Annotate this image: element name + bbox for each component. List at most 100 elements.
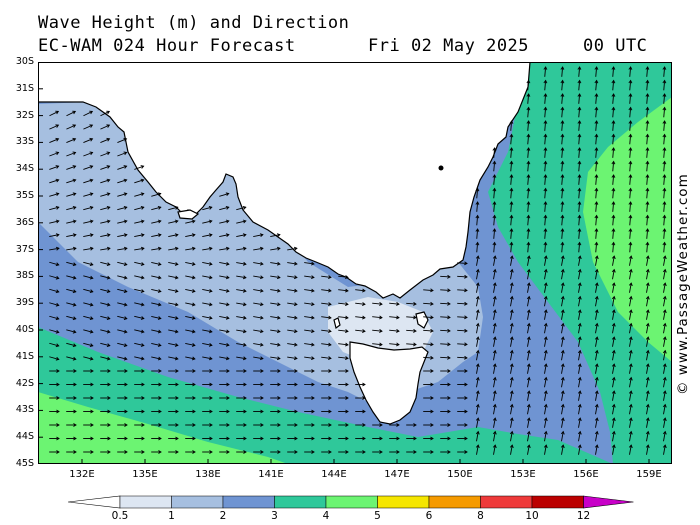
wave-arrowhead [242, 288, 247, 293]
wave-arrowhead [526, 349, 531, 354]
wave-arrowhead [662, 295, 667, 300]
wave-arrow [544, 228, 547, 239]
wave-arrowhead [645, 120, 650, 124]
wave-arrow [493, 337, 496, 347]
longitude-label: 135E [132, 469, 158, 480]
wave-arrowhead [611, 160, 616, 165]
wave-arrow [629, 337, 632, 347]
wave-arrow [476, 364, 479, 374]
wave-arrow [663, 188, 666, 199]
wave-arrow [527, 256, 530, 266]
wave-arrowhead [611, 322, 616, 327]
wave-arrowhead [430, 328, 434, 333]
wave-arrow [66, 302, 76, 306]
wave-arrowhead [492, 336, 497, 341]
wave-arrowhead [294, 409, 298, 414]
wave-arrow [527, 80, 530, 91]
wave-arrow [66, 315, 76, 320]
wave-arrow [236, 302, 246, 306]
wave-arrowhead [106, 219, 111, 224]
wave-arrowhead [107, 369, 111, 373]
wave-arrow [527, 107, 530, 118]
wave-arrow [287, 356, 297, 359]
wave-arrow [321, 329, 331, 332]
wave-arrow [117, 356, 127, 360]
wave-arrow [476, 215, 479, 226]
wave-arrowhead [242, 219, 247, 224]
wave-arrow [476, 310, 479, 320]
wave-arrowhead [509, 187, 514, 192]
wave-arrowhead [492, 214, 497, 219]
wave-arrow [219, 234, 229, 237]
wave-arrowhead [89, 316, 94, 321]
wave-arrowhead [475, 228, 480, 232]
wave-arrowhead [577, 201, 582, 205]
wave-arrowhead [645, 363, 650, 368]
wave-arrow [304, 275, 314, 278]
wave-arrow [510, 283, 513, 293]
wave-arrowhead [492, 174, 497, 178]
wave-arrowhead [526, 390, 531, 395]
wave-arrow [304, 329, 314, 332]
wave-arrow [236, 316, 246, 319]
wave-arrow [338, 289, 349, 292]
legend-label: 2 [219, 510, 227, 522]
wave-arrowhead [124, 450, 128, 454]
wave-arrowhead [209, 382, 213, 387]
wave-arrowhead [106, 343, 111, 348]
wave-arrowhead [208, 233, 213, 237]
wave-arrow [287, 316, 297, 319]
wave-arrow [117, 206, 127, 211]
wave-arrowhead [140, 329, 145, 334]
wave-arrow [49, 356, 59, 360]
wave-arrowhead [662, 336, 667, 341]
wave-arrowhead [464, 328, 468, 333]
legend-segment [222, 495, 275, 509]
wave-arrow [612, 66, 615, 77]
wave-arrow [544, 350, 547, 361]
wave-arrow [236, 356, 246, 360]
wave-arrowhead [413, 301, 417, 306]
wave-arrowhead [276, 275, 281, 280]
wave-arrowhead [560, 255, 565, 260]
wave-arrow [527, 391, 530, 401]
wave-arrow [561, 269, 564, 280]
wave-arrowhead [628, 403, 633, 408]
wave-arrow [595, 296, 598, 307]
wave-arrowhead [293, 261, 298, 266]
wave-arrow [578, 445, 581, 455]
wave-arrowhead [345, 356, 349, 360]
wave-arrowhead [560, 363, 565, 368]
wave-arrowhead [509, 214, 514, 219]
wave-arrowhead [55, 233, 60, 237]
wave-arrowhead [225, 219, 230, 224]
wave-arrowhead [628, 120, 633, 124]
wave-arrowhead [259, 342, 264, 347]
wave-arrowhead [191, 262, 196, 266]
wave-arrowhead [345, 436, 349, 441]
wave-arrowhead [310, 356, 315, 361]
wave-arrow [527, 120, 530, 131]
wave-arrowhead [123, 246, 128, 251]
wave-arrow [544, 296, 547, 307]
wave-arrowhead [276, 356, 281, 361]
wave-arrowhead [577, 363, 582, 368]
legend-label: 5 [374, 510, 381, 522]
wave-arrow [236, 206, 246, 211]
wave-arrowhead [311, 396, 315, 400]
wave-arrow [612, 445, 615, 455]
wave-arrow [527, 364, 530, 374]
wave-arrow [629, 242, 632, 253]
wave-arrow [493, 242, 496, 253]
wave-arrowhead [242, 205, 247, 210]
wave-arrow [612, 337, 615, 347]
wave-arrowhead [543, 160, 548, 165]
wave-arrowhead [526, 201, 531, 205]
latitude-label: 44S [15, 431, 34, 443]
latitude-label: 35S [15, 190, 34, 201]
wave-arrowhead [526, 255, 531, 260]
wave-arrowhead [259, 246, 264, 251]
longitude-label: 153E [510, 469, 536, 480]
wave-arrow [578, 161, 581, 172]
wave-arrow [219, 206, 229, 211]
